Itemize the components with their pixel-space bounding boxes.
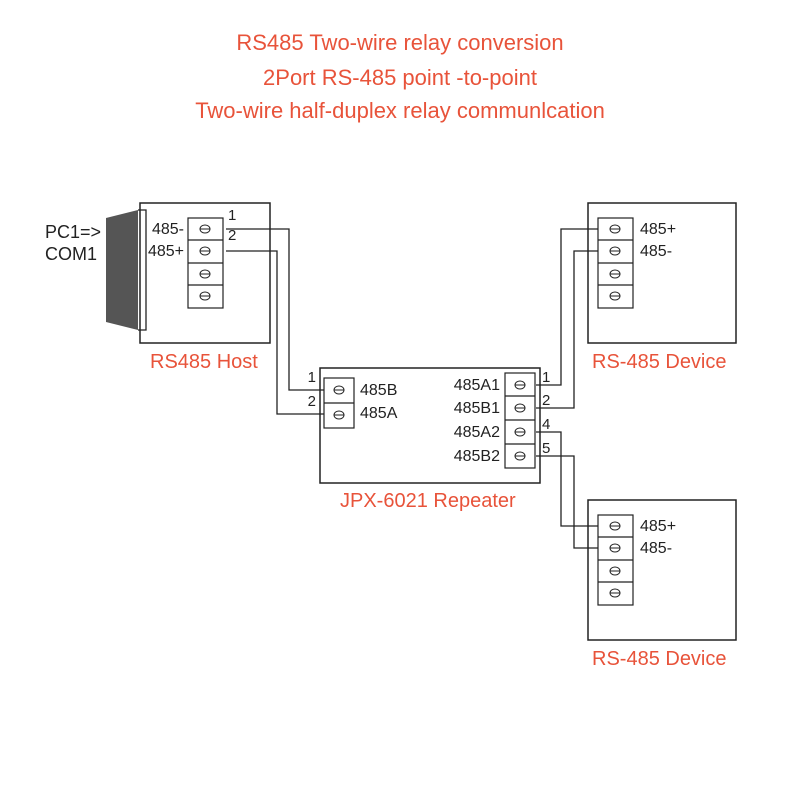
host-box: 485- 485+ 1 2 xyxy=(140,203,270,343)
rep-left-num-2: 2 xyxy=(308,393,316,410)
device1-box: 485+ 485- xyxy=(588,203,736,343)
repeater-box: 1 2 485B 485A 485A1 485B1 485A2 485B2 1 … xyxy=(308,368,551,483)
rep-right-num-1: 1 xyxy=(542,369,550,386)
title-line-2: 2Port RS-485 point -to-point xyxy=(263,65,537,90)
dev1-pin-1: 485+ xyxy=(640,221,676,238)
rep-right-pin-1: 485A1 xyxy=(454,377,500,394)
host-label: RS485 Host xyxy=(150,351,258,373)
dev2-pin-1: 485+ xyxy=(640,518,676,535)
device2-label: RS-485 Device xyxy=(592,648,727,670)
pc-label-2: COM1 xyxy=(45,244,97,264)
device1-label: RS-485 Device xyxy=(592,351,727,373)
repeater-label: JPX-6021 Repeater xyxy=(340,490,516,512)
dev1-pin-2: 485- xyxy=(640,243,672,260)
rep-right-num-3: 4 xyxy=(542,416,550,433)
host-pinnum-1: 1 xyxy=(228,207,236,224)
rep-right-num-2: 2 xyxy=(542,392,550,409)
rep-right-num-4: 5 xyxy=(542,440,550,457)
pc-label-1: PC1=> xyxy=(45,222,101,242)
rep-left-pin-2: 485A xyxy=(360,405,398,422)
rep-right-pin-3: 485A2 xyxy=(454,424,500,441)
rep-left-num-1: 1 xyxy=(308,369,316,386)
title-line-3: Two-wire half-duplex relay communlcation xyxy=(195,98,605,123)
rep-left-pin-1: 485B xyxy=(360,382,397,399)
wiring-diagram: RS485 Two-wire relay conversion 2Port RS… xyxy=(0,0,800,800)
host-pin-2: 485+ xyxy=(148,243,184,260)
device2-box: 485+ 485- xyxy=(588,500,736,640)
host-pin-1: 485- xyxy=(152,221,184,238)
rep-right-pin-2: 485B1 xyxy=(454,400,500,417)
rep-right-pin-4: 485B2 xyxy=(454,448,500,465)
dev2-pin-2: 485- xyxy=(640,540,672,557)
title-line-1: RS485 Two-wire relay conversion xyxy=(236,30,563,55)
